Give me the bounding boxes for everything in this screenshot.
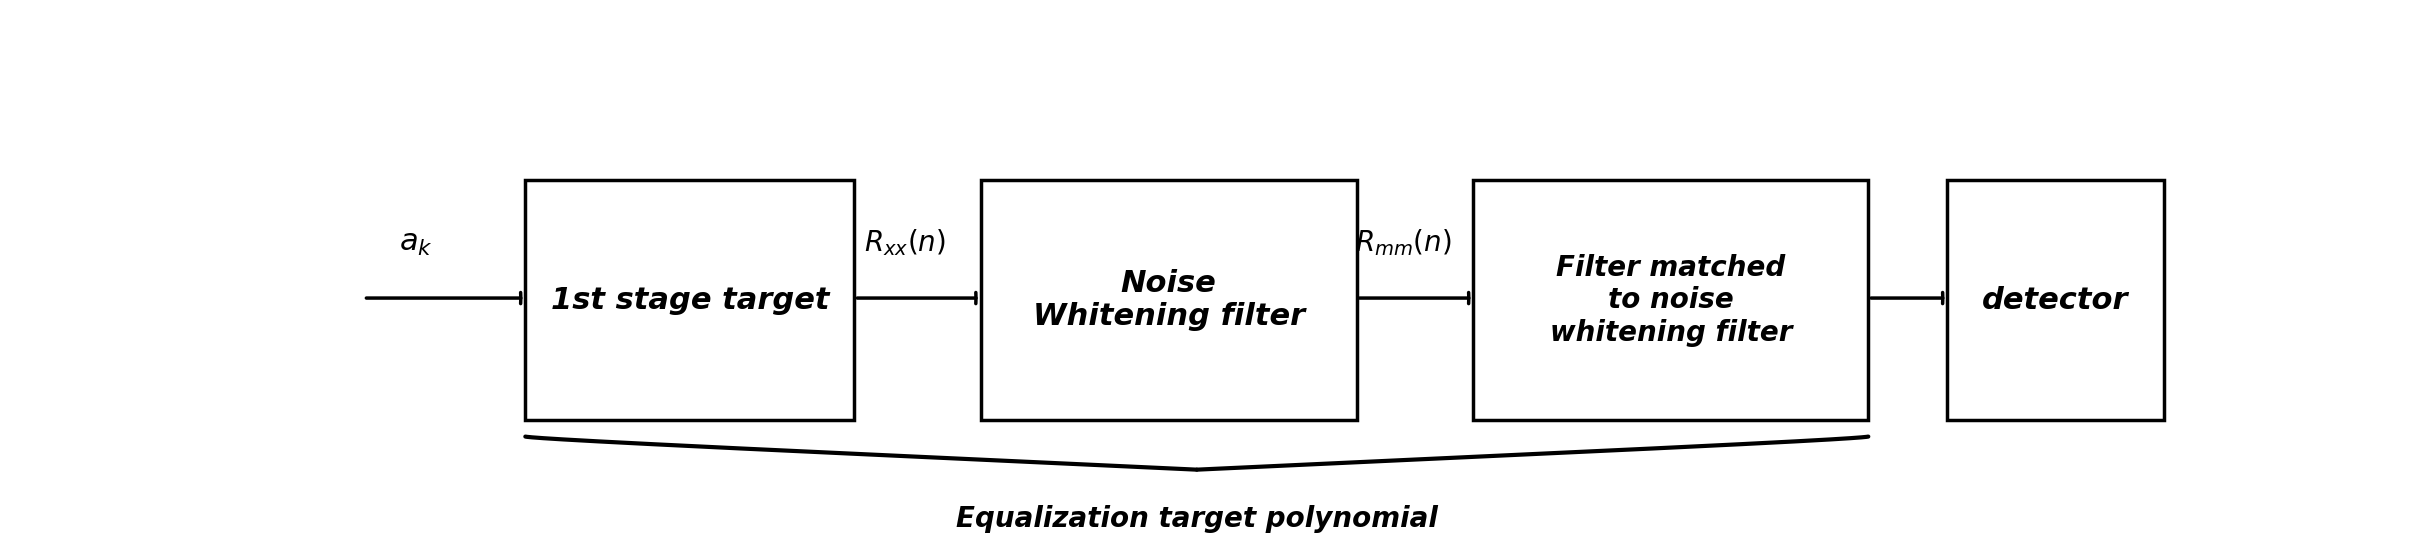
Text: Noise
Whitening filter: Noise Whitening filter: [1031, 269, 1306, 331]
Text: Filter matched
to noise
whitening filter: Filter matched to noise whitening filter: [1548, 253, 1791, 346]
Text: $R_{xx}(n)$: $R_{xx}(n)$: [864, 227, 947, 258]
Text: detector: detector: [1983, 286, 2128, 315]
Text: $R_{mm}(n)$: $R_{mm}(n)$: [1354, 227, 1451, 258]
Bar: [981, 180, 1357, 420]
Text: 1st stage target: 1st stage target: [551, 286, 830, 315]
Bar: [524, 180, 854, 420]
Text: Equalization target polynomial: Equalization target polynomial: [956, 505, 1437, 533]
Text: $a_k$: $a_k$: [400, 227, 432, 258]
Bar: [1946, 180, 2162, 420]
Bar: [1473, 180, 1869, 420]
